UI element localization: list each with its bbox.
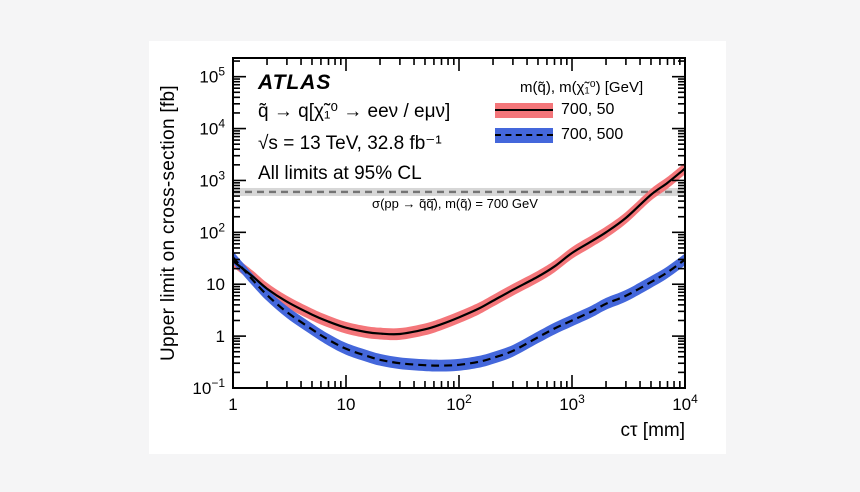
atlas-label: ATLAS xyxy=(258,71,332,94)
svg-text:10: 10 xyxy=(206,275,225,294)
svg-text:103: 103 xyxy=(199,168,225,190)
reference-line xyxy=(233,187,685,196)
svg-text:10: 10 xyxy=(337,395,356,414)
energy-lumi-label: √s = 13 TeV, 32.8 fb⁻¹ xyxy=(258,133,442,154)
svg-text:1: 1 xyxy=(216,327,225,346)
limit-line-700-500 xyxy=(233,256,685,367)
svg-text:105: 105 xyxy=(199,65,225,87)
cl-note-label: All limits at 95% CL xyxy=(258,163,422,184)
plot-area xyxy=(233,162,685,372)
process-label: q̃ → q[χ̃₁⁰ → eeν / eμν] xyxy=(258,101,451,122)
x-axis-title: cτ [mm] xyxy=(620,420,686,441)
y-axis-title: Upper limit on cross-section [fb] xyxy=(158,85,179,361)
reference-cross-section-label: σ(pp → q̃q̃̄), m(q̃) = 700 GeV xyxy=(372,196,538,211)
x-tick-labels: 1 10 102 103 104 xyxy=(228,392,698,414)
svg-text:10−1: 10−1 xyxy=(192,376,225,398)
band-700-500 xyxy=(233,251,685,372)
y-tick-labels: 10−1 1 10 102 103 104 105 xyxy=(192,65,225,398)
svg-text:104: 104 xyxy=(199,117,225,139)
axis-ticks xyxy=(232,58,686,389)
svg-text:102: 102 xyxy=(199,220,225,242)
svg-text:104: 104 xyxy=(672,392,698,414)
svg-text:1: 1 xyxy=(228,395,237,414)
limit-line-700-50 xyxy=(233,167,685,336)
svg-text:103: 103 xyxy=(559,392,585,414)
plot-canvas: 1 10 102 103 104 10−1 1 10 102 103 104 105 Upper li… xyxy=(149,41,726,454)
svg-text:102: 102 xyxy=(446,392,472,414)
